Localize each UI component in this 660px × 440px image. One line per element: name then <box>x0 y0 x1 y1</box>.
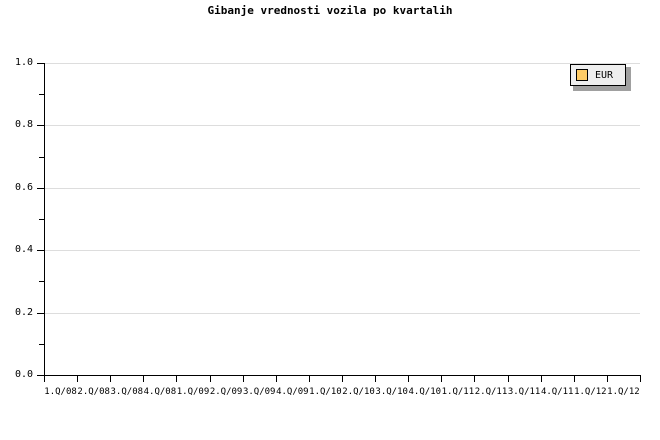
x-tick <box>441 376 442 382</box>
x-tick <box>44 376 45 382</box>
x-axis-label: 1.Q/09 <box>176 387 210 397</box>
gridline-y <box>44 312 640 314</box>
x-axis-line <box>44 375 641 376</box>
legend[interactable]: EUR <box>570 64 626 86</box>
x-tick <box>640 376 641 382</box>
gridline-y <box>44 125 640 127</box>
y-tick-major <box>37 250 44 252</box>
x-tick <box>176 376 177 382</box>
x-axis-label: 1.Q/12 <box>607 387 640 397</box>
x-axis-label: 4.Q/11 <box>540 387 574 397</box>
x-tick <box>276 376 277 382</box>
x-tick <box>375 376 376 382</box>
y-tick-minor <box>39 219 44 220</box>
x-axis-label: 3.Q/10 <box>375 387 408 397</box>
x-axis-label: 1.Q/08 <box>44 387 77 397</box>
x-axis-label: 4.Q/08 <box>143 387 177 397</box>
y-axis-label: 0.6 <box>14 181 33 193</box>
x-axis-label: 2.Q/11 <box>474 387 508 397</box>
y-axis-line <box>44 63 45 376</box>
y-tick-major <box>37 187 44 189</box>
x-axis-label: 2.Q/09 <box>209 387 243 397</box>
y-tick-minor <box>39 343 44 345</box>
x-tick <box>143 376 144 382</box>
y-axis-label: 0.2 <box>14 306 33 318</box>
gridline-y <box>44 187 640 189</box>
x-tick <box>342 376 343 382</box>
y-tick-minor <box>39 94 44 96</box>
legend-swatch-eur <box>576 69 588 81</box>
x-axis-label: 3.Q/11 <box>507 387 541 397</box>
y-tick-major <box>37 63 44 64</box>
y-tick-minor <box>39 156 44 158</box>
x-tick <box>607 376 608 382</box>
x-axis-label: 2.Q/08 <box>77 387 110 397</box>
chart-title: Gibanje vrednosti vozila po kvartalih <box>207 4 453 17</box>
x-axis-label: 1.Q/10 <box>309 387 342 397</box>
x-axis-label: 4.Q/09 <box>276 387 309 397</box>
x-tick <box>408 376 409 382</box>
y-axis-label: 0.8 <box>14 119 33 131</box>
x-axis-label: 1.Q/12 <box>574 387 607 397</box>
y-tick-major <box>37 312 44 314</box>
x-axis-label: 2.Q/10 <box>342 387 375 397</box>
x-tick <box>77 376 78 382</box>
x-tick <box>110 376 111 382</box>
x-tick <box>309 376 310 382</box>
x-tick <box>541 376 542 382</box>
x-axis-label: 4.Q/10 <box>408 387 442 397</box>
x-tick <box>474 376 475 382</box>
x-tick <box>574 376 575 382</box>
x-axis-label: 3.Q/08 <box>110 387 144 397</box>
x-tick <box>243 376 244 382</box>
gridline-y <box>44 250 640 252</box>
x-tick <box>508 376 509 382</box>
legend-label-eur: EUR <box>595 69 614 81</box>
y-tick-major <box>37 375 44 376</box>
y-axis-label: 1.0 <box>14 57 33 68</box>
y-axis-label: 0.4 <box>14 244 33 256</box>
gridline-y <box>44 63 640 64</box>
x-axis-label: 1.Q/11 <box>441 387 475 397</box>
y-tick-minor <box>39 281 44 283</box>
x-axis-label: 3.Q/09 <box>242 387 276 397</box>
x-tick <box>210 376 211 382</box>
plot-area <box>44 63 640 375</box>
y-axis-label: 0.0 <box>14 369 33 380</box>
y-tick-major <box>37 125 44 127</box>
